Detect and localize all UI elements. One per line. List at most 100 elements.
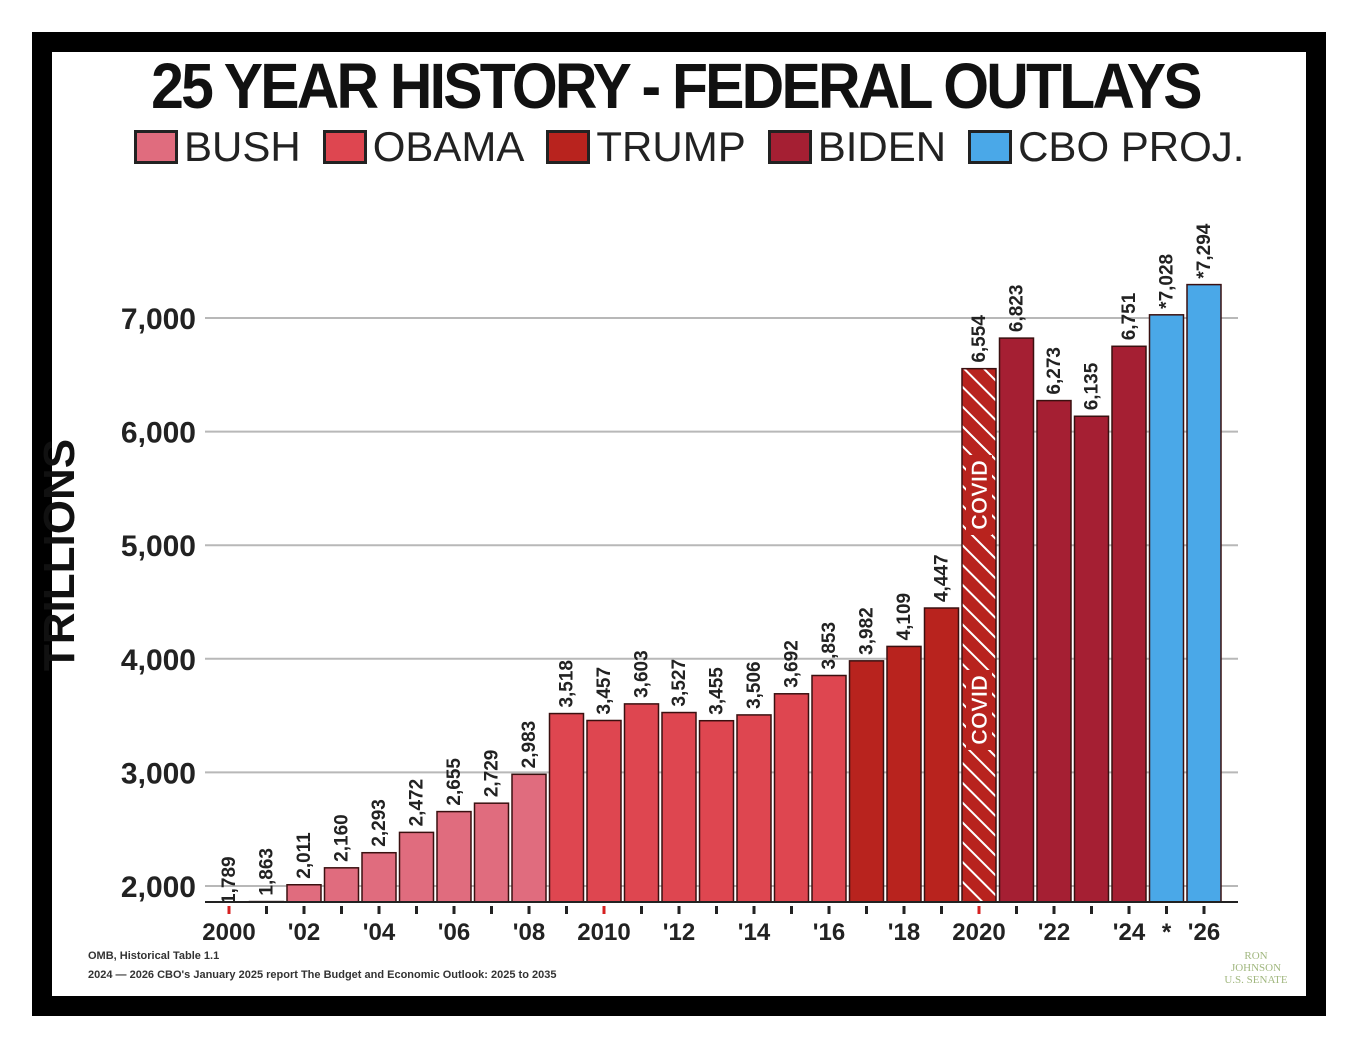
- legend-label: OBAMA: [372, 123, 525, 170]
- legend-label: BUSH: [184, 123, 301, 170]
- legend-item-biden: BIDEN: [767, 123, 947, 170]
- legend-swatch: [968, 130, 1013, 164]
- bar-2017: [848, 660, 885, 903]
- covid-annotation: COVID: [967, 675, 992, 745]
- bar-value-label: 6,823: [1007, 285, 1028, 333]
- legend-swatch: [134, 130, 178, 164]
- x-tick-label: '08: [513, 919, 545, 946]
- bar-2011: [623, 703, 660, 903]
- bar-2018: [886, 645, 922, 903]
- legend-label: BIDEN: [817, 123, 947, 170]
- x-tick-label: '22: [1038, 919, 1070, 946]
- y-tick-label: 3,000: [121, 757, 196, 790]
- covid-annotation-bg: [966, 670, 992, 750]
- bar-value-label: 2,729: [482, 750, 503, 798]
- x-tick-label: '26: [1188, 919, 1220, 946]
- bar-value-label: 6,135: [1082, 362, 1103, 410]
- legend-item-cbo-proj: CBO PROJ.: [968, 126, 1244, 168]
- legend-label: CBO PROJ.: [1018, 123, 1245, 170]
- bar-value-label: 3,506: [744, 661, 765, 709]
- bar-2009: [548, 712, 585, 903]
- legend-swatch: [546, 130, 591, 164]
- bar-2004: [361, 851, 397, 903]
- bar-value-label: *7,294: [1194, 223, 1215, 278]
- x-tick-label: 2010: [577, 919, 630, 946]
- bar-2024: [1111, 345, 1147, 903]
- logo-line-3: U.S. SENATE: [1224, 974, 1288, 986]
- senator-logo: RON JOHNSON U.S. SENATE: [1208, 950, 1304, 994]
- source-line-2: 2024 — 2026 CBO's January 2025 report Th…: [88, 969, 557, 981]
- source-line-1: OMB, Historical Table 1.1: [88, 950, 220, 962]
- bar-2006: [436, 810, 472, 903]
- chart-title: 25 YEAR HISTORY - FEDERAL OUTLAYS: [151, 50, 1202, 122]
- covid-annotation: COVID: [967, 460, 992, 530]
- x-tick-label: '16: [813, 919, 845, 946]
- bar-2008: [511, 773, 547, 903]
- bar-value-label: 2,011: [294, 832, 315, 879]
- bar-2015: [773, 693, 810, 903]
- bar-value-label: *7,028: [1157, 254, 1178, 309]
- x-tick-label: '12: [663, 919, 695, 946]
- bar-value-label: 6,273: [1044, 347, 1065, 395]
- bar-2014: [736, 714, 772, 903]
- y-tick-label: 5,000: [121, 530, 196, 563]
- bar-value-label: 2,983: [519, 721, 540, 769]
- bar-value-label: 6,554: [969, 315, 990, 363]
- bar-value-label: 3,692: [782, 640, 803, 688]
- logo-line-2: JOHNSON: [1230, 962, 1282, 974]
- legend-item-obama: OBAMA: [322, 123, 525, 170]
- y-tick-label: 4,000: [121, 644, 196, 677]
- x-tick-label: '02: [288, 919, 320, 946]
- bar-value-label: 4,447: [932, 554, 953, 602]
- bar-value-label: 3,603: [632, 650, 653, 698]
- bar-2021: [998, 337, 1035, 903]
- y-tick-label: 2,000: [121, 871, 196, 904]
- bar-value-label: 3,455: [707, 667, 728, 715]
- legend-swatch: [322, 130, 367, 164]
- x-tick-label: '04: [363, 919, 396, 946]
- legend: BUSH OBAMA TRUMP BIDEN CBO PROJ.: [134, 125, 1266, 169]
- bar-value-label: 3,527: [669, 659, 690, 707]
- legend-label: TRUMP: [596, 123, 746, 170]
- bar-value-label: 3,457: [594, 667, 615, 715]
- bar-2023: [1073, 415, 1110, 903]
- bar-value-label: 1,863: [257, 848, 278, 896]
- bar-2010: [586, 719, 622, 903]
- bar-value-label: 2,293: [369, 799, 390, 847]
- legend-item-bush: BUSH: [134, 126, 301, 168]
- bar-value-label: 3,853: [819, 622, 840, 670]
- covid-annotation-bg: [966, 455, 992, 535]
- x-tick-label: '18: [888, 919, 920, 946]
- bar-2013: [698, 719, 735, 903]
- x-tick-label: 2020: [952, 919, 1005, 946]
- bar-2005: [398, 831, 435, 903]
- bar-value-label: 2,472: [407, 779, 428, 827]
- bar-2007: [473, 802, 510, 903]
- y-tick-label: 6,000: [121, 417, 196, 450]
- bar-value-label: 3,982: [857, 607, 878, 655]
- bar-2019: [923, 607, 960, 903]
- x-tick-label: '14: [738, 919, 771, 946]
- y-tick-label: 7,000: [121, 303, 196, 336]
- legend-swatch: [767, 130, 812, 164]
- bar-2022: [1036, 399, 1072, 903]
- bar-value-label: 4,109: [894, 593, 915, 641]
- x-tick-label: *: [1162, 919, 1172, 946]
- bar-2016: [811, 674, 847, 903]
- logo-line-1: RON: [1244, 950, 1268, 962]
- bar-2003: [323, 867, 360, 903]
- bar-2012: [661, 711, 697, 903]
- x-tick-label: '24: [1113, 919, 1146, 946]
- bar-2026: [1186, 283, 1222, 903]
- bar-value-label: 2,160: [332, 814, 353, 862]
- x-tick-label: '06: [438, 919, 470, 946]
- legend-item-trump: TRUMP: [546, 123, 746, 170]
- x-tick-label: 2000: [202, 919, 255, 946]
- bar-value-label: 3,518: [557, 660, 578, 708]
- bar-value-label: 1,789: [219, 856, 240, 904]
- bar-value-label: 6,751: [1119, 292, 1140, 340]
- bar-value-label: 2,655: [444, 758, 465, 806]
- bar-2002: [286, 884, 322, 903]
- bar-2025: [1148, 314, 1185, 903]
